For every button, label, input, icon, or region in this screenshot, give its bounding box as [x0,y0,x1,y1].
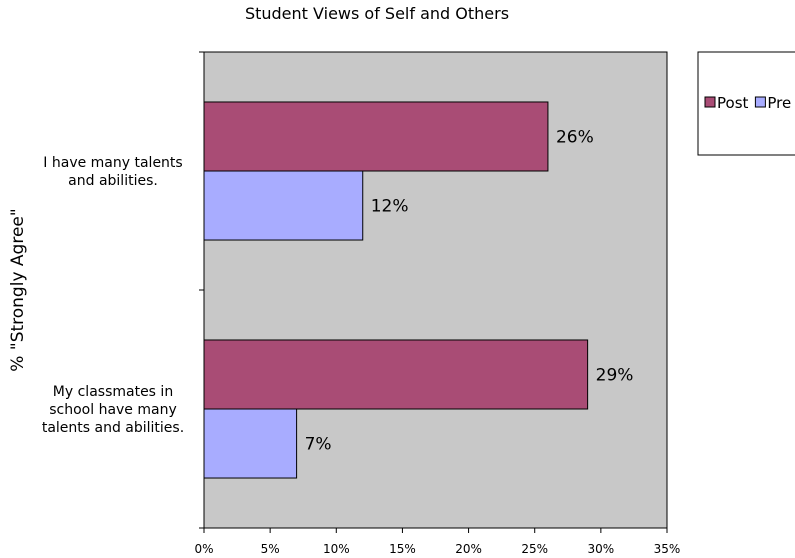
x-tick-label: 25% [521,542,548,556]
data-label: 12% [371,197,409,217]
category-label: I have many talents and abilities. [43,155,182,189]
x-tick-label: 20% [455,542,482,556]
data-label: 7% [305,435,332,455]
data-label: 26% [556,127,594,147]
legend-swatch-post [704,96,716,108]
y-axis-title: % "Strongly Agree" [8,208,28,371]
x-tick-label: 15% [389,542,416,556]
bar-post [203,101,549,172]
bar-pre [203,408,298,479]
x-tick-label: 35% [654,542,681,556]
x-tick-label: 30% [588,542,615,556]
bar-post [203,339,589,410]
x-tick-label: 10% [323,542,350,556]
legend-swatch-pre [754,96,766,108]
category-label: My classmates in school have many talents … [42,384,184,436]
legend-label-post: Post [717,94,749,112]
chart-title: Student Views of Self and Others [244,4,510,23]
bar-pre [203,170,364,241]
data-label: 29% [596,365,634,385]
legend-label-pre: Pre [767,94,791,112]
x-tick-label: 0% [194,542,213,556]
x-tick-label: 5% [261,542,280,556]
